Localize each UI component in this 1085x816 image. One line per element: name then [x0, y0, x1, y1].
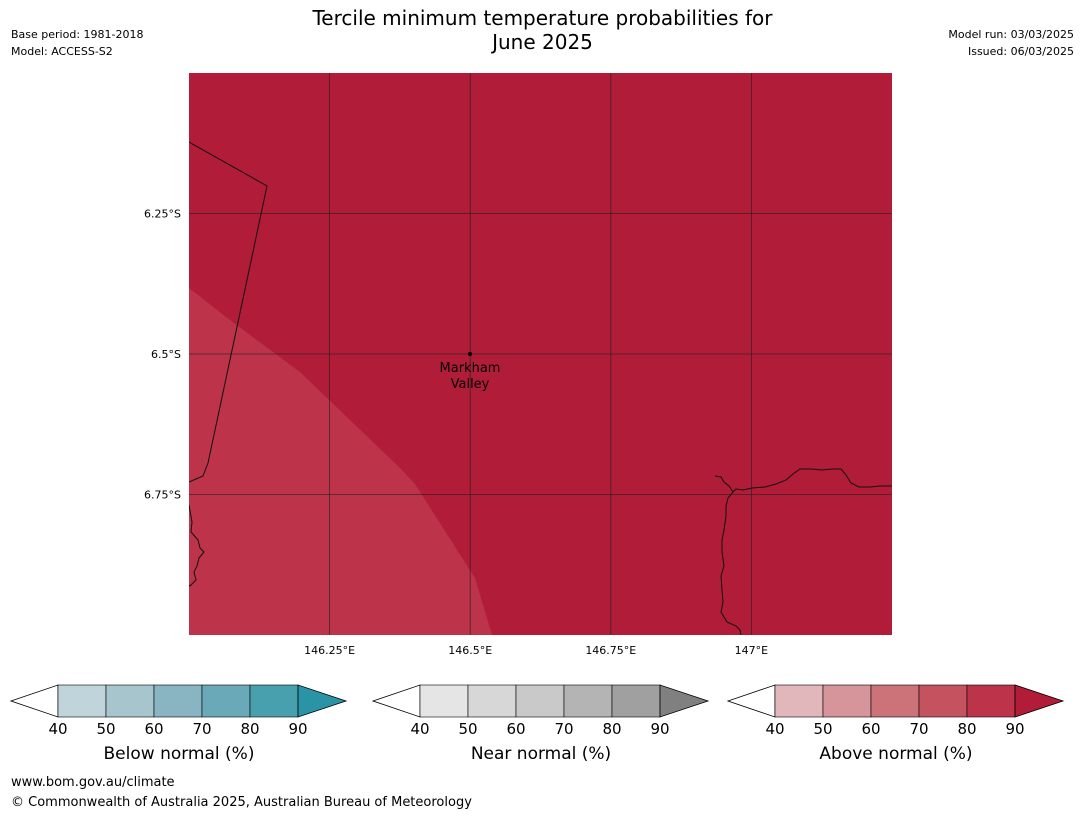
lon-tick-label: 147°E — [735, 644, 768, 657]
colorbar-under-arrow — [10, 684, 59, 718]
colorbar-segment — [105, 684, 155, 718]
colorbar-tick-label: 80 — [957, 720, 976, 734]
legend-title-below-normal: Below normal (%) — [103, 744, 255, 764]
model-name: Model: ACCESS-S2 — [11, 45, 113, 58]
lat-tick-label: 6.25°S — [144, 208, 181, 221]
footer-url[interactable]: www.bom.gov.au/climate — [11, 775, 175, 790]
colorbar-segment — [774, 684, 824, 718]
colorbar-tick-label: 50 — [96, 720, 115, 734]
colorbar-tick-label: 80 — [240, 720, 259, 734]
colorbar-segment — [822, 684, 872, 718]
map-title: Tercile minimum temperature probabilitie… — [0, 6, 1085, 54]
border-line — [189, 141, 268, 483]
lon-tick-label: 146.75°E — [585, 644, 636, 657]
colorbar-over-arrow — [659, 684, 710, 718]
footer-copyright: © Commonwealth of Australia 2025, Austra… — [11, 795, 472, 810]
lon-tick-label: 146.5°E — [448, 644, 492, 657]
legend-below-normal: 40 50 60 70 80 90 Below normal (%) — [10, 684, 348, 769]
coastline-left — [189, 504, 205, 587]
title-line-2: June 2025 — [492, 30, 593, 54]
colorbar-segment — [515, 684, 565, 718]
probability-fill-lower — [189, 288, 492, 635]
colorbar-tick-label: 90 — [288, 720, 307, 734]
meta-right: Model run: 03/03/2025 Issued: 06/03/2025 — [948, 26, 1074, 60]
graticule — [189, 73, 892, 635]
colorbar-segment — [201, 684, 251, 718]
place-label-line-1: Markham — [440, 361, 501, 376]
colorbar-tick-label: 40 — [410, 720, 429, 734]
colorbar-tick-label: 40 — [48, 720, 67, 734]
colorbar-segment — [153, 684, 203, 718]
colorbar-over-arrow — [297, 684, 348, 718]
legend-title-above-normal: Above normal (%) — [819, 744, 973, 764]
colorbar-segment — [467, 684, 517, 718]
legend-above-normal: 40 50 60 70 80 90 Above normal (%) — [727, 684, 1065, 769]
map-svg: 146.25°E 146.5°E 146.75°E 147°E 6.25°S 6.5°S 6… — [144, 73, 892, 658]
colorbar-tick-label: 60 — [861, 720, 880, 734]
colorbar-near-normal: 40 50 60 70 80 90 — [372, 684, 710, 734]
coastline-right — [714, 468, 892, 493]
legend-near-normal: 40 50 60 70 80 90 Near normal (%) — [372, 684, 710, 769]
colorbar-segment — [563, 684, 613, 718]
colorbar-segment — [870, 684, 920, 718]
colorbar-above-normal: 40 50 60 70 80 90 — [727, 684, 1065, 734]
title-line-1: Tercile minimum temperature probabilitie… — [312, 6, 773, 30]
legend-title-near-normal: Near normal (%) — [470, 744, 612, 764]
issued-date: Issued: 06/03/2025 — [967, 45, 1074, 58]
lat-tick-label: 6.75°S — [144, 489, 181, 502]
colorbar-segment — [918, 684, 968, 718]
base-period: Base period: 1981-2018 — [11, 28, 144, 41]
colorbar-tick-label: 40 — [765, 720, 784, 734]
colorbar-tick-label: 50 — [813, 720, 832, 734]
colorbar-tick-label: 80 — [602, 720, 621, 734]
map-area: 146.25°E 146.5°E 146.75°E 147°E 6.25°S 6.5°S 6… — [144, 73, 892, 658]
colorbar-tick-label: 90 — [650, 720, 669, 734]
colorbar-below-normal: 40 50 60 70 80 90 — [10, 684, 348, 734]
colorbar-segment — [57, 684, 107, 718]
colorbar-tick-label: 60 — [506, 720, 525, 734]
colorbar-tick-label: 70 — [554, 720, 573, 734]
model-run: Model run: 03/03/2025 — [948, 28, 1074, 41]
lat-tick-label: 6.5°S — [151, 348, 181, 361]
colorbar-segment — [419, 684, 469, 718]
lon-tick-label: 146.25°E — [304, 644, 355, 657]
colorbar-tick-label: 50 — [458, 720, 477, 734]
colorbar-tick-label: 60 — [144, 720, 163, 734]
axis-labels: 146.25°E 146.5°E 146.75°E 147°E 6.25°S 6.5°S 6… — [144, 208, 768, 658]
river-line — [720, 491, 742, 635]
colorbar-over-arrow — [1014, 684, 1065, 718]
place-marker — [468, 352, 472, 356]
colorbar-segment — [966, 684, 1016, 718]
colorbar-tick-label: 90 — [1005, 720, 1024, 734]
meta-left: Base period: 1981-2018 Model: ACCESS-S2 — [11, 26, 143, 60]
colorbar-tick-label: 70 — [192, 720, 211, 734]
colorbar-under-arrow — [372, 684, 421, 718]
colorbar-tick-label: 70 — [909, 720, 928, 734]
place-label-line-2: Valley — [451, 377, 490, 392]
colorbar-segment — [249, 684, 299, 718]
colorbar-segment — [611, 684, 661, 718]
colorbar-under-arrow — [727, 684, 776, 718]
